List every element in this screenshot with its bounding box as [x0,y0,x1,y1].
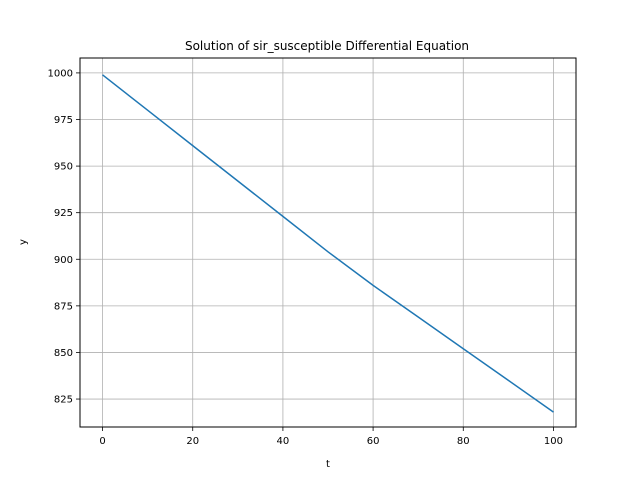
x-tick-label: 80 [457,436,470,447]
y-tick-label: 975 [54,115,73,126]
y-tick-label: 900 [54,255,73,266]
plot-frame [79,57,577,428]
y-tick-label: 825 [54,395,73,406]
x-axis: 0 20 40 60 80 100 [99,427,563,447]
y-axis: 825 850 875 900 925 950 975 1000 [48,68,80,406]
y-tick-label: 1000 [48,68,73,79]
y-tick-label: 850 [54,348,73,359]
chart-title: Solution of sir_susceptible Differential… [185,39,469,53]
x-tick-label: 0 [99,436,105,447]
y-tick-label: 950 [54,162,73,173]
y-tick-label: 925 [54,208,73,219]
y-tick-label: 875 [54,301,73,312]
x-tick-label: 40 [277,436,290,447]
x-tick-label: 100 [544,436,563,447]
series-line [102,74,554,413]
grid [80,58,576,427]
x-tick-label: 60 [367,436,380,447]
y-axis-label: y [18,239,29,245]
series-layer [102,74,554,413]
x-axis-label: t [326,459,330,470]
x-tick-label: 20 [186,436,199,447]
